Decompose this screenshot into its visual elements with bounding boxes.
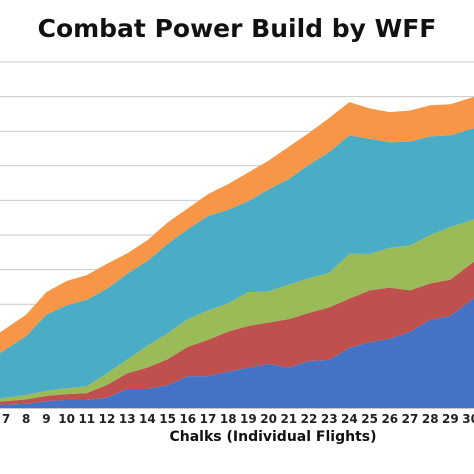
area-series-group — [0, 96, 474, 408]
area-series-4 — [0, 128, 474, 399]
x-tick-label: 27 — [402, 412, 419, 426]
x-tick-label: 26 — [381, 412, 398, 426]
x-tick-label: 7 — [2, 412, 10, 426]
x-tick-label: 30 — [462, 412, 474, 426]
x-tick-label: 29 — [442, 412, 459, 426]
x-tick-label: 23 — [321, 412, 338, 426]
x-tick-labels: 7 8 9 10 11 12 13 14 15 16 17 18 19 20 21 22 23 24 25 26 27 2… — [2, 412, 474, 426]
x-tick-label: 22 — [301, 412, 318, 426]
x-tick-label: 28 — [422, 412, 439, 426]
x-tick-label: 25 — [361, 412, 378, 426]
area-series-5 — [0, 96, 474, 354]
x-tick-label: 10 — [58, 412, 75, 426]
x-tick-label: 24 — [341, 412, 358, 426]
x-tick-label: 20 — [260, 412, 277, 426]
x-tick-label: 13 — [119, 412, 136, 426]
x-tick-label: 21 — [280, 412, 297, 426]
x-tick-label: 12 — [99, 412, 116, 426]
x-tick-label: 17 — [200, 412, 217, 426]
x-tick-label: 15 — [159, 412, 176, 426]
x-tick-label: 8 — [22, 412, 30, 426]
chart-title: Combat Power Build by WFF — [37, 14, 437, 43]
area-series-3 — [0, 219, 474, 402]
x-tick-label: 19 — [240, 412, 257, 426]
x-tick-label: 11 — [78, 412, 95, 426]
x-tick-label: 14 — [139, 412, 156, 426]
x-tick-label: 9 — [42, 412, 50, 426]
x-tick-label: 16 — [179, 412, 196, 426]
x-tick-label: 18 — [220, 412, 237, 426]
area-series-2 — [0, 261, 474, 405]
x-axis-label: Chalks (Individual Flights) — [169, 429, 377, 445]
area-series-1 — [0, 298, 474, 408]
